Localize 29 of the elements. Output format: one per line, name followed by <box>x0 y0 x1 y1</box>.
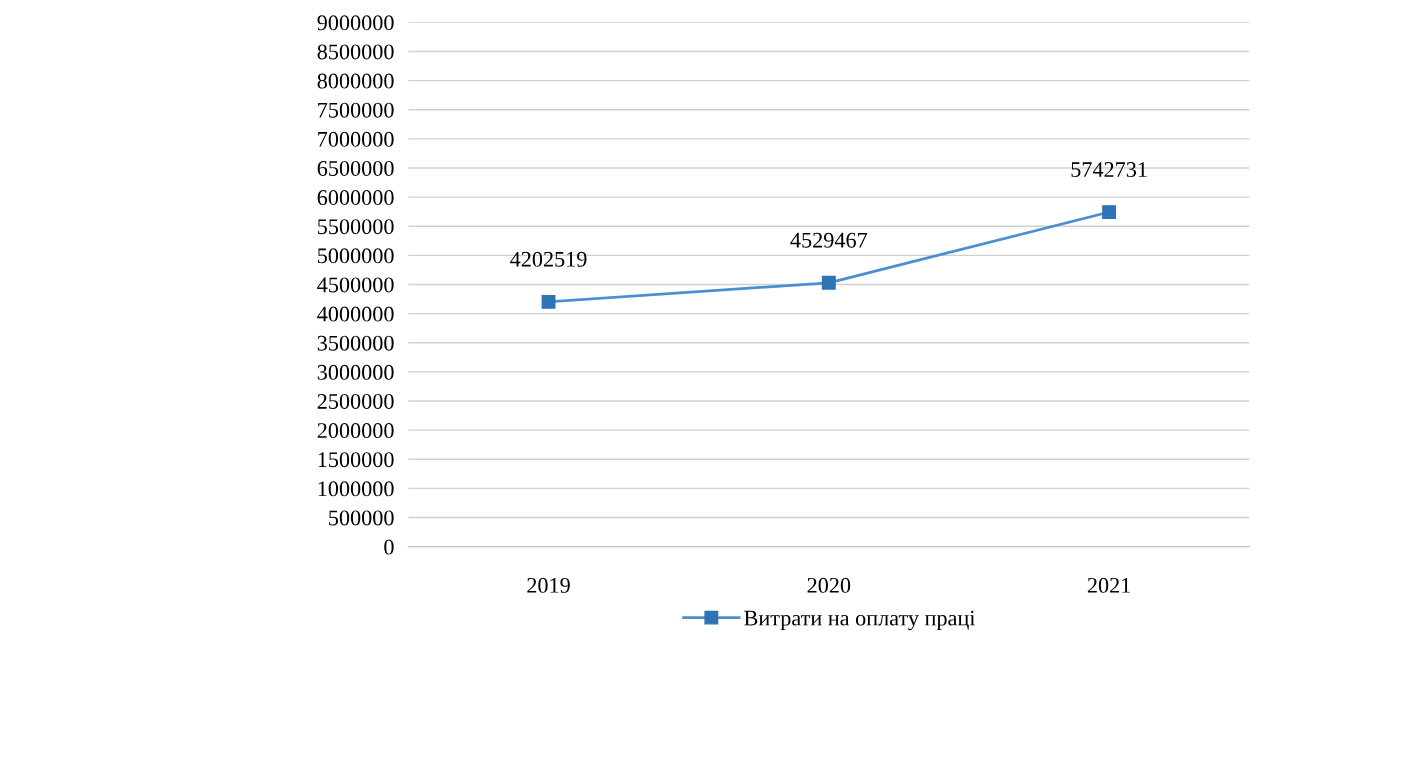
y-tick-label: 3500000 <box>317 335 394 351</box>
point <box>1102 205 1117 220</box>
y-tick-label: 2000000 <box>317 423 394 439</box>
y-tick-label: 6500000 <box>317 160 394 176</box>
x-tick-label: 2020 <box>807 577 851 593</box>
y-tick-label: 8500000 <box>317 44 394 60</box>
y-tick-label: 7000000 <box>318 131 394 147</box>
y-tick-label: 1500000 <box>318 452 394 468</box>
y-tick-label: 8000000 <box>317 73 394 89</box>
point <box>541 294 556 309</box>
y-tick-label: 3000000 <box>317 364 394 380</box>
data-label: 4202519 <box>510 251 587 267</box>
data-label: 5742731 <box>1071 162 1147 178</box>
y-tick-label: 1000000 <box>318 481 394 497</box>
y-tick-label: 2500000 <box>317 393 394 409</box>
y-tick-label: 7500000 <box>318 102 394 118</box>
y-tick-label: 9000000 <box>317 15 394 31</box>
y-tick-label: 5500000 <box>318 219 394 235</box>
y-tick-label: 4500000 <box>317 277 394 293</box>
x-tick-label: 2021 <box>1087 577 1130 593</box>
y-tick-label: 500000 <box>329 510 394 526</box>
y-tick-label: 0 <box>384 539 394 555</box>
y-tick-label: 5000000 <box>318 248 394 264</box>
y-tick-label: 4000000 <box>317 306 394 322</box>
x-tick-label: 2019 <box>527 577 570 593</box>
y-tick-label: 6000000 <box>317 190 394 206</box>
data-label: 4529467 <box>790 232 868 248</box>
legend-label: Витрати на оплату праці <box>744 610 976 631</box>
point <box>821 275 836 290</box>
